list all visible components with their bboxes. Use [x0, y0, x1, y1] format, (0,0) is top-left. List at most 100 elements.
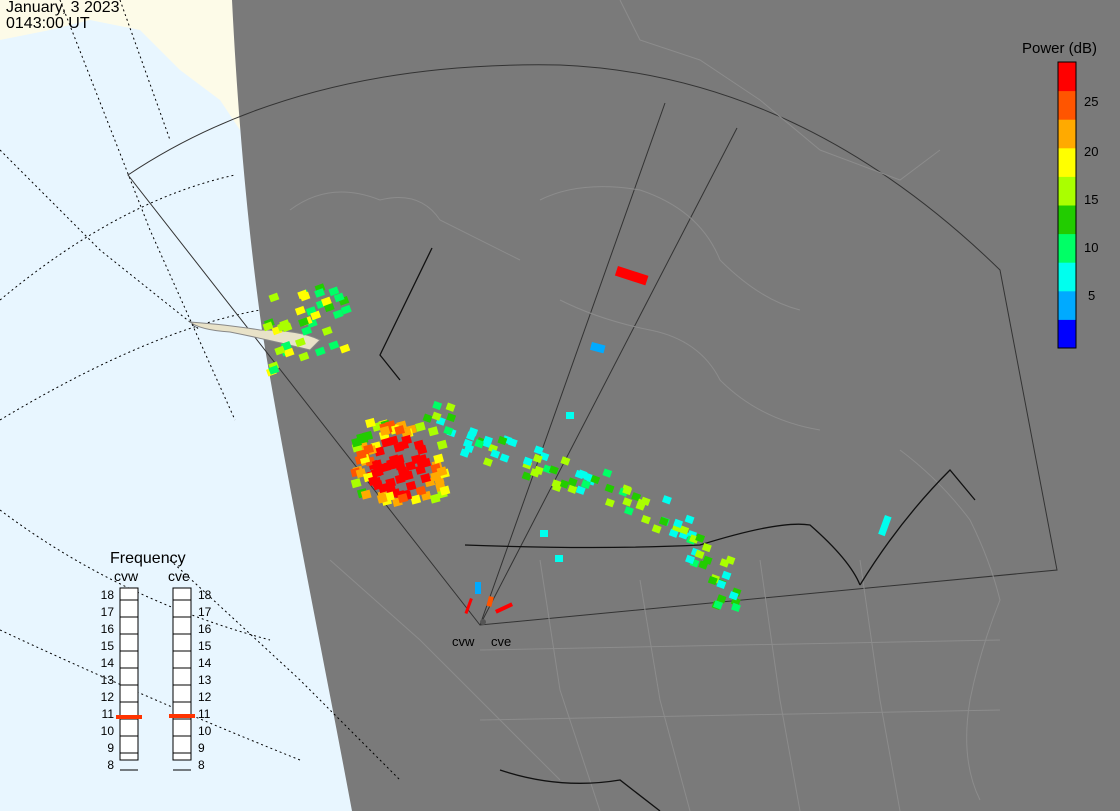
scatter-cell	[439, 485, 451, 496]
colorbar-title: Power (dB)	[1022, 40, 1098, 57]
freq-tick-left: 14	[100, 656, 114, 670]
scatter-cell	[445, 402, 456, 412]
freq-tick-right: 10	[198, 724, 212, 738]
freq-tick-left: 9	[107, 741, 114, 755]
freq-tick-left: 16	[100, 622, 114, 636]
scatter-cell	[716, 579, 727, 589]
radar-site-marker	[480, 619, 486, 625]
scatter-cell	[405, 460, 417, 471]
freq-tick-right: 12	[198, 690, 212, 704]
colorbar-segment	[1058, 176, 1076, 206]
scatter-cell	[560, 456, 571, 466]
scatter-cell	[580, 479, 591, 489]
scatter-cell	[459, 448, 470, 458]
backscatter-cells	[262, 266, 892, 615]
freq-tick-left: 18	[100, 588, 114, 602]
scatter-cell	[374, 446, 385, 457]
scatter-cell	[878, 515, 892, 537]
scatter-cell	[574, 469, 585, 480]
scatter-cell	[333, 292, 345, 303]
freq-marker-cve	[169, 714, 195, 718]
freq-marker-cvw	[116, 715, 142, 719]
scatter-cell	[522, 456, 533, 466]
scatter-cell	[651, 524, 662, 534]
scatter-cell	[432, 400, 443, 411]
scatter-cell	[566, 412, 574, 419]
scatter-cell	[320, 296, 332, 307]
scatter-cell	[533, 445, 544, 455]
scatter-cell	[499, 453, 510, 463]
freq-gauge-cve	[172, 587, 192, 761]
scatter-cell	[622, 485, 633, 496]
scatter-cell	[332, 309, 344, 320]
colorbar-segment	[1058, 262, 1076, 292]
freq-tick-right: 9	[198, 741, 205, 755]
scatter-cell	[356, 449, 367, 460]
scatter-cell	[661, 495, 672, 505]
scatter-cell	[436, 439, 448, 450]
scatter-cell	[294, 305, 306, 316]
scatter-cell	[567, 477, 578, 487]
colorbar-segment	[1058, 290, 1076, 320]
scatter-cell	[350, 478, 362, 489]
scatter-cell	[713, 600, 724, 610]
scatter-cell	[540, 530, 548, 537]
freq-tick-right: 13	[198, 673, 212, 687]
scatter-cell	[314, 288, 326, 298]
scatter-cell	[360, 489, 372, 500]
freq-tick-left: 11	[101, 707, 114, 721]
scatter-cell	[379, 425, 391, 436]
colorbar-segment	[1058, 119, 1076, 149]
scatter-cell	[483, 435, 493, 446]
scatter-cell	[422, 413, 433, 423]
frequency-title: Frequency	[110, 550, 186, 567]
freq-tick-right: 18	[198, 588, 212, 602]
scatter-cell	[482, 457, 493, 467]
scatter-cell	[532, 453, 543, 464]
colorbar-tick: 25	[1084, 94, 1099, 109]
scatter-cell	[340, 304, 352, 315]
scatter-cell	[701, 542, 712, 553]
scatter-cell	[314, 346, 326, 357]
scatter-cell	[283, 347, 295, 358]
scatter-cell	[631, 492, 642, 502]
scatter-cell	[268, 292, 280, 303]
coastlines	[289, 0, 1001, 811]
freq-tick-left: 13	[100, 673, 114, 687]
scatter-cell	[393, 442, 405, 453]
night-region	[232, 0, 1120, 811]
freq-radar-label-cvw: cvw	[114, 568, 139, 584]
scatter-cell	[301, 326, 313, 336]
scatter-cell	[385, 484, 397, 495]
scatter-cell	[397, 493, 409, 504]
time-label: 0143:00 UT	[6, 15, 90, 32]
scatter-cell	[490, 449, 501, 459]
scatter-cell	[268, 365, 280, 375]
scatter-cell	[590, 474, 601, 485]
power-colorbar	[1057, 61, 1077, 349]
scatter-cell	[604, 498, 615, 508]
scatter-cell	[401, 434, 413, 445]
scatter-cell	[413, 439, 425, 450]
freq-gauge-cvw	[119, 587, 139, 761]
scatter-cell	[462, 438, 473, 449]
freq-tick-right: 15	[198, 639, 212, 653]
scatter-cell	[368, 475, 379, 486]
scatter-cell	[684, 514, 695, 525]
scatter-cell	[262, 321, 274, 332]
scatter-cell	[679, 525, 690, 535]
scatter-cell	[468, 427, 479, 437]
scatter-cell	[405, 480, 417, 491]
colorbar-segment	[1058, 90, 1076, 120]
scatter-cell	[402, 470, 414, 481]
freq-tick-right: 11	[198, 707, 211, 721]
scatter-cell	[474, 439, 485, 449]
scatter-cell	[559, 479, 570, 489]
freq-tick-left: 12	[100, 690, 114, 704]
scatter-cell	[530, 468, 541, 478]
scatter-cell	[310, 310, 322, 321]
scatter-cell	[589, 342, 606, 354]
freq-tick-right: 16	[198, 622, 212, 636]
frequency-panel	[116, 587, 195, 771]
